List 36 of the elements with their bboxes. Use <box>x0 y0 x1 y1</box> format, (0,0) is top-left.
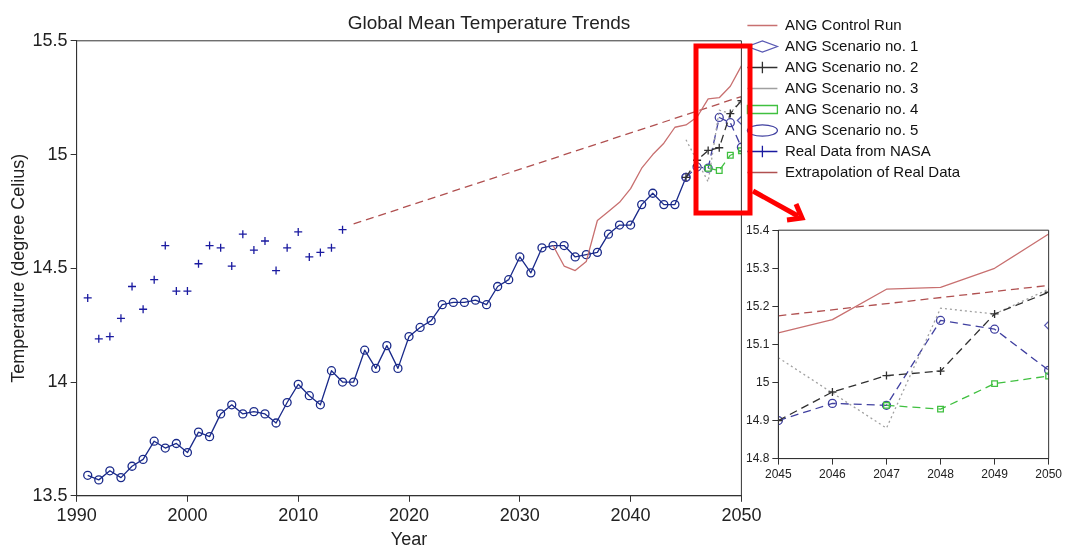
chart-title: Global Mean Temperature Trends <box>347 11 631 33</box>
x-tick-label: 2020 <box>388 504 430 525</box>
y-tick-label: 14.9 <box>746 412 770 427</box>
x-tick-label: 2047 <box>873 467 901 482</box>
y-tick-label: 15.5 <box>32 29 68 50</box>
legend-label: ANG Control Run <box>784 15 902 33</box>
x-axis-title: Year <box>390 529 428 550</box>
x-tick-label: 1990 <box>56 504 97 525</box>
y-tick-label: 15 <box>47 143 68 164</box>
y-tick-label: 14.8 <box>746 450 770 465</box>
legend-label: ANG Scenario no. 2 <box>784 57 919 75</box>
x-tick-label: 2045 <box>765 467 793 482</box>
x-tick-label: 2048 <box>927 467 955 482</box>
legend-label: ANG Scenario no. 3 <box>784 78 919 96</box>
x-tick-label: 2050 <box>1035 467 1063 482</box>
y-tick-label: 15 <box>756 374 770 389</box>
y-tick-label: 13.5 <box>32 484 68 505</box>
legend-label: ANG Scenario no. 4 <box>784 99 919 117</box>
x-tick-label: 2010 <box>278 504 319 525</box>
y-tick-label: 15.1 <box>746 336 770 351</box>
x-tick-label: 2000 <box>167 504 208 525</box>
y-tick-label: 15.3 <box>746 260 770 275</box>
y-tick-label: 15.2 <box>746 298 770 313</box>
x-tick-label: 2049 <box>981 467 1009 482</box>
x-tick-label: 2046 <box>819 467 847 482</box>
x-tick-label: 2040 <box>610 504 651 525</box>
legend-label: Extrapolation of Real Data <box>784 162 961 180</box>
x-tick-label: 2030 <box>499 504 540 525</box>
legend-label: ANG Scenario no. 5 <box>784 120 919 138</box>
x-tick-label: 2050 <box>721 504 762 525</box>
legend-label: ANG Scenario no. 1 <box>784 36 919 54</box>
legend-label: Real Data from NASA <box>784 141 931 159</box>
y-axis-title: Temperature (degree Celius) <box>7 153 28 383</box>
y-tick-label: 14.5 <box>32 257 68 278</box>
y-tick-label: 15.4 <box>746 222 770 237</box>
y-tick-label: 14 <box>47 371 68 392</box>
